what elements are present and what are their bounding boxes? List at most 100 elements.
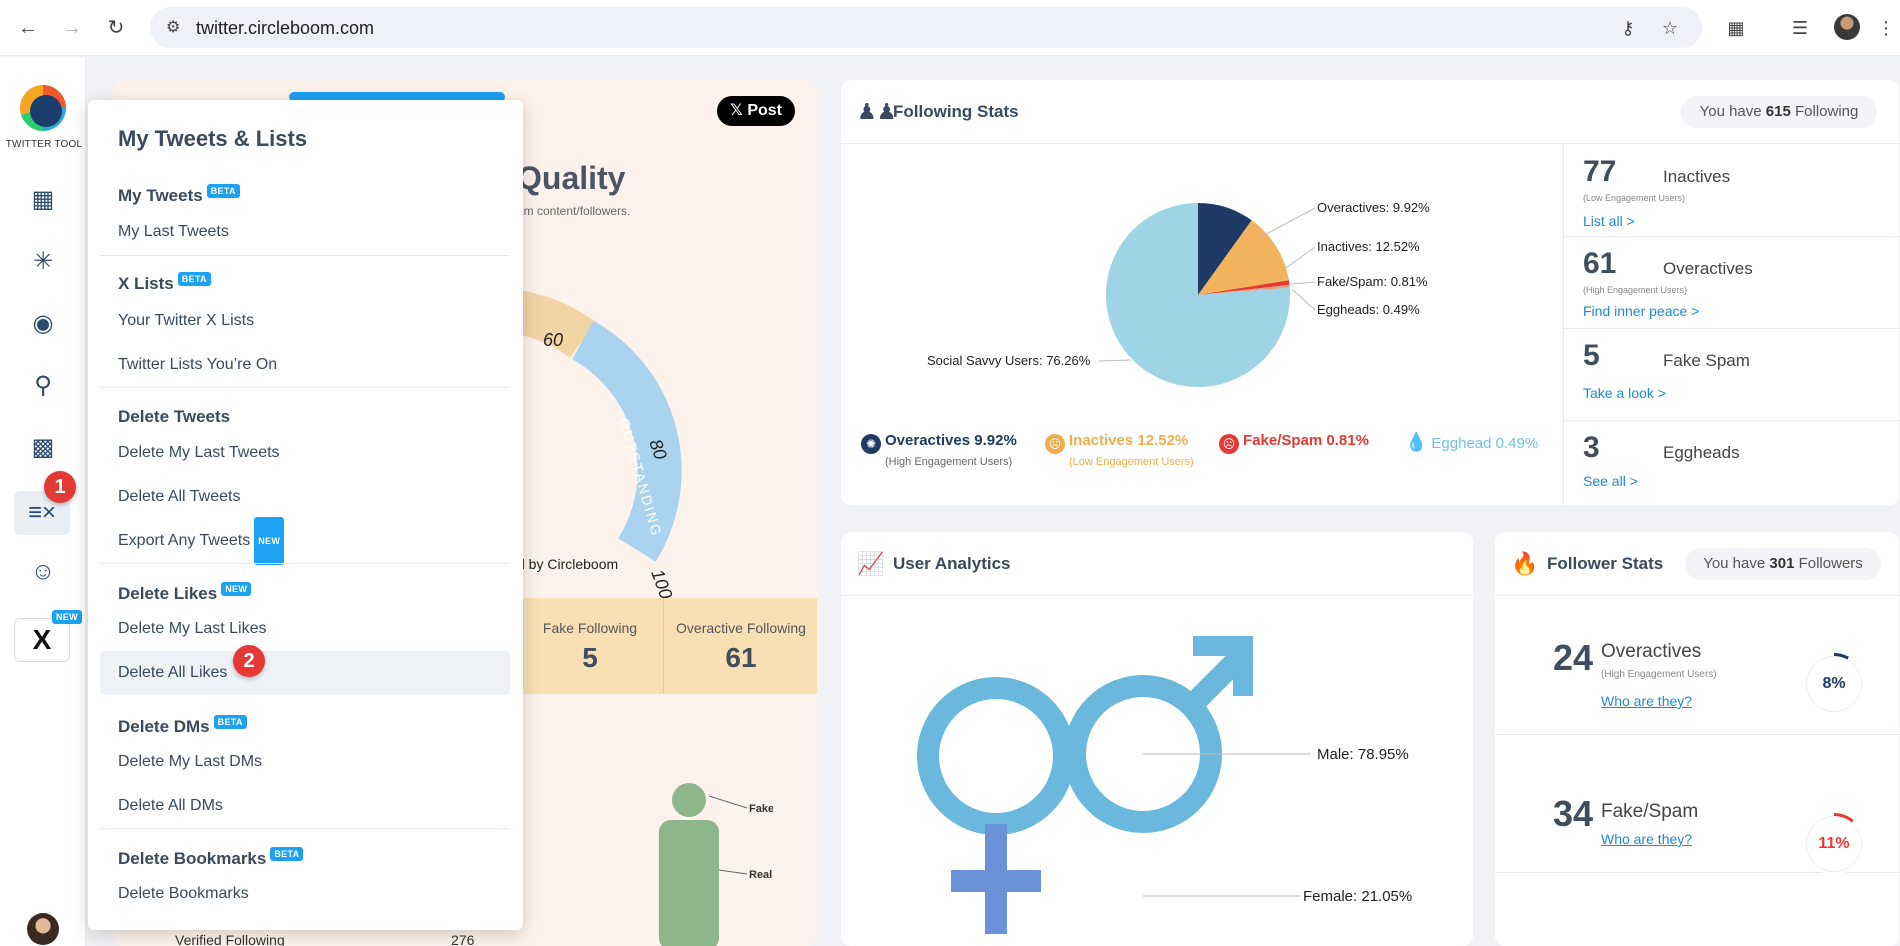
female-symbol-ring: [917, 677, 1075, 835]
side-stat-overactives: 61 Overactives (High Engagement Users) F…: [1563, 237, 1899, 329]
menu-item-your-x-lists[interactable]: Your Twitter X Lists: [118, 312, 255, 329]
step-badge-2: 2: [233, 645, 265, 677]
followers-count-pill: You have 301 Followers: [1685, 548, 1881, 580]
search-icon[interactable]: ⚲: [34, 372, 52, 399]
take-a-look-link[interactable]: Take a look >: [1583, 385, 1666, 401]
see-all-link[interactable]: See all >: [1583, 473, 1638, 489]
pie-label-eggheads: Eggheads: 0.49%: [1317, 302, 1420, 317]
x-post-button[interactable]: 𝕏 Post: [717, 96, 795, 126]
media-queue-icon[interactable]: ☰: [1791, 18, 1809, 38]
side-stat-eggheads: 3 Eggheads See all >: [1583, 431, 1740, 489]
menu-item-delete-my-last-dms[interactable]: Delete My Last DMs: [118, 753, 263, 770]
following-stats-card: ♟♟ Following Stats You have 615 Followin…: [841, 80, 1899, 505]
section-delete-dms: Delete DMs BETA: [118, 715, 247, 737]
x-new-badge: NEW: [52, 610, 82, 624]
gauge-segment-outstanding: [571, 320, 682, 562]
male-symbol-arrow: [1193, 636, 1253, 696]
female-label: Female: 21.05%: [1303, 888, 1412, 905]
menu-item-my-last-tweets[interactable]: My Last Tweets: [118, 223, 229, 240]
user-avatar[interactable]: [27, 913, 59, 945]
browser-menu-icon[interactable]: ⋮: [1877, 18, 1895, 38]
fake-spam-percent-ring: 11%: [1803, 813, 1865, 875]
browser-toolbar: ← → ↻ ⚙ twitter.circleboom.com ⚷ ☆ ▦ ☰ ⋮: [0, 0, 1900, 56]
overactives-percent-ring: 8%: [1803, 653, 1865, 715]
menu-divider: [100, 387, 510, 388]
menu-divider: [100, 255, 510, 256]
menu-item-lists-youre-on[interactable]: Twitter Lists You’re On: [118, 356, 278, 373]
who-are-they-link[interactable]: Who are they?: [1601, 693, 1693, 709]
bookmark-star-icon[interactable]: ☆: [1661, 18, 1679, 38]
circle-target-icon[interactable]: ◉: [32, 310, 54, 337]
pie-label-inactives: Inactives: 12.52%: [1317, 239, 1420, 254]
section-delete-likes: Delete Likes NEW: [118, 582, 252, 604]
quality-subtitle: am content/followers.: [517, 204, 631, 218]
user-analytics-header: 📈 User Analytics: [841, 532, 1473, 596]
side-stat-inactives: 77 Inactives (Low Engagement Users) List…: [1563, 145, 1899, 237]
legend-fake-spam: ☹ Fake/Spam 0.81%: [1219, 432, 1369, 454]
follower-stats-title: Follower Stats: [1547, 554, 1664, 573]
menu-item-delete-bookmarks[interactable]: Delete Bookmarks: [118, 885, 249, 902]
find-inner-peace-link[interactable]: Find inner peace >: [1583, 303, 1700, 319]
menu-title: My Tweets & Lists: [118, 126, 308, 151]
sidebar: TWITTER TOOL ▦ ✳ ◉ ⚲ ▩ ≡× 1 ☺ X NEW: [0, 57, 86, 946]
following-stats-title: Following Stats: [893, 102, 1019, 121]
circleboom-logo[interactable]: [20, 85, 66, 131]
analytics-bar-icon[interactable]: ▩: [31, 434, 55, 461]
menu-item-export-any-tweets[interactable]: Export Any Tweets NEW: [100, 517, 510, 565]
menu-item-delete-my-last-likes[interactable]: Delete My Last Likes: [118, 620, 267, 637]
following-count-pill: You have 615 Following: [1681, 96, 1877, 128]
fake-spam-icon: ☹: [1219, 434, 1239, 454]
female-symbol-bar: [951, 870, 1041, 892]
fake-following-stat: Fake Following 5: [517, 598, 664, 694]
pie-slice-inactives: [1198, 220, 1289, 295]
follower-stats-card: 🔥 Follower Stats You have 301 Followers: [1495, 532, 1899, 946]
flame-icon: 🔥: [1511, 551, 1539, 576]
x-logo-icon[interactable]: X: [14, 618, 70, 662]
pie-slice-overactives: [1198, 203, 1252, 295]
extensions-icon[interactable]: ▦: [1727, 18, 1745, 38]
pie-label-overactives: Overactives: 9.92%: [1317, 200, 1430, 215]
pie-label-fake-spam: Fake/Spam: 0.81%: [1317, 274, 1428, 289]
legend-overactives: ✺ Overactives 9.92% (High Engagement User…: [861, 432, 1017, 468]
tweets-lists-menu: My Tweets & Lists My Tweets BETA My Last …: [88, 100, 523, 930]
pie-slice-fake-spam: [1198, 280, 1290, 295]
network-icon[interactable]: ✳: [32, 248, 54, 275]
card-divider: [1563, 144, 1564, 505]
pie-label-social-savvy: Social Savvy Users: 76.26%: [927, 353, 1091, 368]
address-bar[interactable]: ⚙ twitter.circleboom.com ⚷ ☆: [150, 7, 1702, 48]
menu-item-delete-all-tweets[interactable]: Delete All Tweets: [118, 488, 241, 505]
menu-item-delete-all-dms[interactable]: Delete All DMs: [118, 797, 223, 814]
url-text[interactable]: twitter.circleboom.com: [196, 18, 375, 38]
users-icon[interactable]: ☺: [30, 558, 56, 585]
gauge-tick-100: 100: [647, 567, 676, 600]
reload-icon[interactable]: ↻: [107, 17, 125, 39]
forward-icon[interactable]: →: [62, 17, 82, 39]
pie-leader-lines: [1098, 207, 1316, 362]
browser-profile-avatar[interactable]: [1834, 14, 1860, 40]
menu-divider: [100, 563, 510, 564]
powered-by: d by Circleboom: [517, 556, 619, 572]
user-analytics-title: User Analytics: [893, 554, 1011, 573]
inactive-face-icon: ☹: [1045, 434, 1065, 454]
legend-inactives: ☹ Inactives 12.52% (Low Engagement Users): [1045, 432, 1194, 468]
who-are-they-link[interactable]: Who are they?: [1601, 831, 1693, 847]
site-settings-icon[interactable]: ⚙: [166, 19, 181, 36]
follower-overactives-block: 24 Overactives (High Engagement Users) W…: [1495, 597, 1899, 735]
menu-divider: [100, 828, 510, 829]
side-stat-fake-spam: 5 Fake Spam Take a look >: [1563, 329, 1899, 421]
dashboard-icon[interactable]: ▦: [31, 186, 55, 213]
password-key-icon[interactable]: ⚷: [1621, 18, 1635, 38]
quality-title: Quality: [517, 160, 626, 196]
list-all-link[interactable]: List all >: [1583, 213, 1635, 229]
section-delete-tweets: Delete Tweets: [118, 407, 231, 426]
follower-stats-header: 🔥 Follower Stats You have 301 Followers: [1495, 532, 1899, 596]
menu-item-delete-my-last-tweets[interactable]: Delete My Last Tweets: [118, 444, 280, 461]
section-delete-bookmarks: Delete Bookmarks BETA: [118, 847, 304, 869]
menu-item-delete-all-likes[interactable]: Delete All Likes: [100, 651, 510, 695]
following-stat-row: Fake Following 5 Overactive Following 61: [517, 598, 817, 694]
analytics-line-icon: 📈: [857, 551, 885, 576]
back-icon[interactable]: ←: [18, 17, 38, 39]
following-pie-chart: [1106, 203, 1290, 387]
gauge-tick-60: 60: [543, 330, 563, 350]
pie-slice-eggheads: [1198, 284, 1290, 295]
